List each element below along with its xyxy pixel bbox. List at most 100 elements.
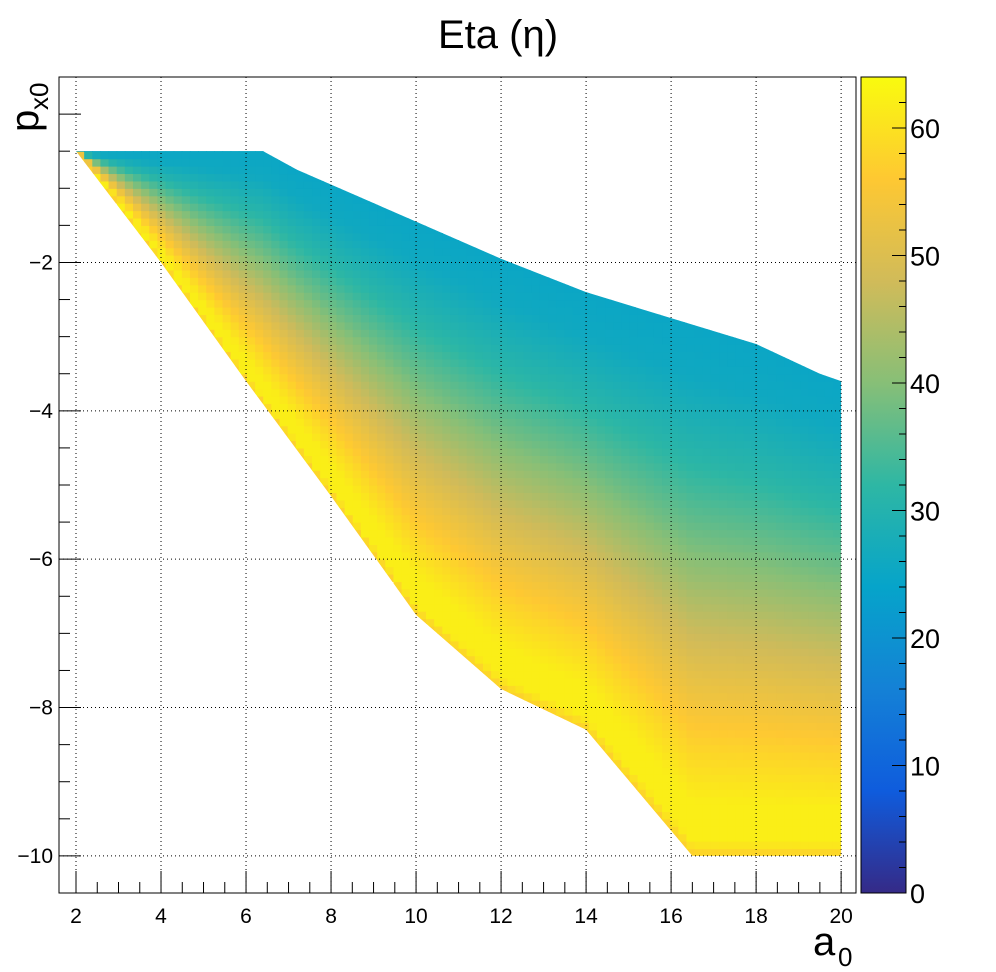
heatmap-cell	[393, 366, 403, 375]
heatmap-cell	[401, 358, 411, 367]
heatmap-cell	[426, 292, 435, 301]
heatmap-cell	[303, 173, 313, 182]
heatmap-cell	[702, 559, 712, 568]
heatmap-cell	[515, 462, 525, 471]
heatmap-cell	[369, 306, 378, 315]
heatmap-cell	[743, 811, 753, 820]
heatmap-cell	[702, 744, 712, 753]
heatmap-cell	[157, 225, 167, 234]
heatmap-cell	[458, 477, 468, 486]
heatmap-cell	[556, 618, 565, 627]
heatmap-cell	[312, 351, 321, 360]
heatmap-cell	[694, 559, 704, 568]
heatmap-cell	[531, 292, 541, 301]
heatmap-cell	[385, 470, 395, 479]
heatmap-cell	[751, 395, 761, 404]
heatmap-cell	[450, 410, 460, 419]
heatmap-cell	[588, 648, 598, 657]
heatmap-cell	[515, 433, 525, 442]
heatmap-cell	[686, 611, 696, 620]
heatmap-cell	[295, 440, 305, 449]
heatmap-cell	[727, 633, 736, 642]
heatmap-cell	[767, 670, 777, 679]
heatmap-cell	[653, 714, 663, 723]
heatmap-cell	[759, 381, 769, 390]
heatmap-cell	[727, 841, 736, 850]
heatmap-cell	[792, 566, 802, 575]
heatmap-cell	[824, 700, 834, 709]
heatmap-cell	[719, 663, 728, 672]
heatmap-cell	[670, 803, 679, 812]
heatmap-cell	[523, 292, 533, 301]
heatmap-cell	[629, 640, 639, 649]
heatmap-cell	[580, 574, 590, 583]
heatmap-cell	[572, 477, 582, 486]
heatmap-cell	[824, 462, 834, 471]
heatmap-cell	[702, 529, 712, 538]
heatmap-cell	[580, 611, 590, 620]
heatmap-cell	[328, 255, 338, 264]
heatmap-cell	[605, 596, 614, 605]
heatmap-cell	[662, 447, 671, 456]
heatmap-cell	[645, 358, 655, 367]
heatmap-cell	[116, 195, 126, 204]
heatmap-cell	[596, 618, 606, 627]
heatmap-cell	[816, 826, 826, 835]
heatmap-cell	[670, 759, 679, 768]
heatmap-cell	[474, 418, 484, 427]
heatmap-cell	[613, 344, 622, 353]
heatmap-cell	[491, 499, 500, 508]
heatmap-cell	[719, 514, 728, 523]
heatmap-cell	[116, 180, 126, 189]
heatmap-cell	[458, 388, 468, 397]
heatmap-cell	[474, 529, 484, 538]
heatmap-cell	[776, 618, 785, 627]
heatmap-cell	[491, 381, 500, 390]
heatmap-cell	[523, 685, 533, 694]
heatmap-cell	[165, 232, 175, 241]
heatmap-cell	[450, 440, 460, 449]
heatmap-cell	[792, 729, 802, 738]
heatmap-cell	[621, 618, 631, 627]
heatmap-cell	[637, 418, 647, 427]
heatmap-cell	[694, 685, 704, 694]
heatmap-cell	[678, 774, 688, 783]
heatmap-cell	[263, 247, 272, 256]
heatmap-cell	[710, 499, 720, 508]
heatmap-cell	[629, 737, 639, 746]
heatmap-cell	[491, 351, 500, 360]
heatmap-cell	[377, 314, 386, 323]
heatmap-cell	[206, 188, 215, 197]
heatmap-cell	[621, 611, 631, 620]
heatmap-cell	[474, 336, 484, 345]
heatmap-cell	[450, 381, 460, 390]
heatmap-cell	[450, 269, 460, 278]
heatmap-cell	[670, 663, 679, 672]
heatmap-cell	[605, 648, 614, 657]
heatmap-cell	[450, 611, 460, 620]
heatmap-cell	[662, 744, 671, 753]
heatmap-cell	[141, 232, 150, 241]
heatmap-cell	[694, 663, 704, 672]
heatmap-cell	[320, 470, 329, 479]
heatmap-cell	[767, 685, 777, 694]
heatmap-cell	[637, 492, 647, 501]
heatmap-cell	[434, 336, 443, 345]
heatmap-cell	[784, 633, 793, 642]
heatmap-cell	[776, 752, 785, 761]
heatmap-cell	[743, 648, 753, 657]
heatmap-cell	[238, 203, 248, 212]
heatmap-cell	[401, 321, 411, 330]
heatmap-cell	[426, 522, 435, 531]
heatmap-cell	[572, 544, 582, 553]
heatmap-cell	[328, 210, 338, 219]
heatmap-cell	[539, 611, 549, 620]
heatmap-cell	[426, 388, 435, 397]
heatmap-cell	[515, 321, 525, 330]
heatmap-cell	[230, 321, 240, 330]
heatmap-cell	[605, 692, 614, 701]
heatmap-cell	[360, 403, 370, 412]
heatmap-cell	[832, 744, 842, 753]
heatmap-cell	[507, 447, 517, 456]
heatmap-cell	[629, 514, 639, 523]
